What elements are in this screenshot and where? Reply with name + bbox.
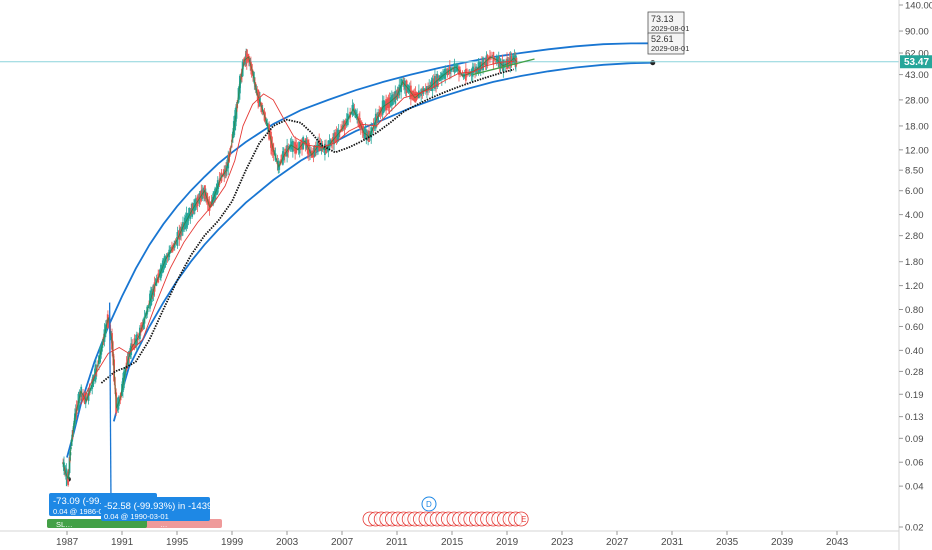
blue-arrow[interactable] <box>108 302 112 504</box>
x-tick-label-8: 2019 <box>496 537 519 548</box>
y-tick-label-3: 43.00 <box>905 70 929 81</box>
arc-end-point[interactable] <box>650 60 656 66</box>
upper-arc-date: 2029-08-01 <box>651 24 689 33</box>
y-tick-label-11: 1.80 <box>905 257 924 268</box>
x-tick-label-3: 1999 <box>221 537 244 548</box>
x-tick-label-14: 2043 <box>826 537 849 548</box>
x-tick-label-11: 2031 <box>661 537 684 548</box>
arc-upper[interactable] <box>66 42 653 458</box>
y-tick-label-14: 0.60 <box>905 322 924 333</box>
y-tick-label-9: 4.00 <box>905 210 924 221</box>
measure-label-2-text: -52.58 (-99.93%) in -14398d <box>104 501 223 512</box>
signal-bars: SL… … <box>47 519 222 529</box>
y-tick-label-5: 18.00 <box>905 121 929 132</box>
y-tick-label-19: 0.09 <box>905 434 924 445</box>
price-axis[interactable]: 140.00 90.00 62.00 43.00 28.00 18.00 12.00 8.50… <box>899 1 932 534</box>
price-line <box>62 56 517 480</box>
upper-arc-measure[interactable]: 73.13 2029-08-01 <box>647 11 689 35</box>
x-tick-label-9: 2023 <box>551 537 574 548</box>
measure-label-2[interactable]: -52.58 (-99.93%) in -14398d 0.04 @ 1990-… <box>101 497 223 521</box>
x-tick-label-10: 2027 <box>606 537 629 548</box>
y-tick-label-12: 1.20 <box>905 281 924 292</box>
signal-green <box>47 519 147 528</box>
measure-label-2-sub: 0.04 @ 1990-03-01 <box>104 512 169 521</box>
x-tick-label-0: 1987 <box>56 537 79 548</box>
y-tick-label-4: 28.00 <box>905 95 929 106</box>
event-d[interactable]: D <box>421 496 437 512</box>
event-d-label: D <box>426 500 432 509</box>
y-tick-label-7: 8.50 <box>905 166 924 177</box>
lower-arc-date: 2029-08-01 <box>651 44 689 53</box>
lower-arc-measure[interactable]: 52.61 2029-08-01 <box>647 32 689 55</box>
moving-averages <box>80 60 515 405</box>
signal-green-label: SL… <box>56 520 73 529</box>
x-tick-label-6: 2011 <box>386 537 408 548</box>
ma-red <box>80 60 514 405</box>
time-axis[interactable]: 1987 1991 1995 1999 2003 2007 2011 2015 2019 2023… <box>56 531 849 548</box>
event-circle[interactable] <box>513 511 529 527</box>
y-tick-label-10: 2.80 <box>905 231 924 242</box>
y-tick-label-2: 62.00 <box>905 49 929 60</box>
x-tick-label-4: 2003 <box>276 537 299 548</box>
event-e-label: E <box>521 515 526 524</box>
y-tick-label-22: 0.02 <box>905 523 924 534</box>
y-tick-label-16: 0.28 <box>905 367 924 378</box>
x-tick-label-2: 1995 <box>166 537 189 548</box>
y-tick-label-18: 0.13 <box>905 412 924 423</box>
y-tick-label-21: 0.04 <box>905 482 924 493</box>
y-tick-label-6: 12.00 <box>905 145 929 156</box>
last-price-tag: 53.47 <box>900 55 932 69</box>
x-tick-label-7: 2015 <box>441 537 464 548</box>
y-tick-label-1: 90.00 <box>905 27 929 38</box>
signal-red-label: … <box>160 520 168 529</box>
green-trendline[interactable] <box>472 58 535 76</box>
measure-label-1-sub: 0.04 @ 1986-09… <box>53 507 114 516</box>
y-tick-label-20: 0.06 <box>905 458 924 469</box>
events-row[interactable]: E <box>362 511 529 527</box>
x-tick-label-5: 2007 <box>331 537 354 548</box>
lower-arc-value: 52.61 <box>651 34 674 44</box>
upper-arc-value: 73.13 <box>651 14 674 24</box>
last-price-label: 53.47 <box>904 57 929 68</box>
arc-lower[interactable] <box>112 61 653 422</box>
ma-black <box>100 68 515 384</box>
measure-label-1-text: -73.09 (-99.9… <box>53 496 117 507</box>
x-tick-label-1: 1991 <box>111 537 134 548</box>
y-tick-label-15: 0.40 <box>905 346 924 357</box>
y-tick-label-13: 0.80 <box>905 305 924 316</box>
x-tick-label-12: 2035 <box>716 537 739 548</box>
y-tick-label-0: 140.00 <box>905 1 932 12</box>
y-tick-label-17: 0.19 <box>905 390 924 401</box>
y-tick-label-8: 6.00 <box>905 186 924 197</box>
x-tick-label-13: 2039 <box>771 537 794 548</box>
